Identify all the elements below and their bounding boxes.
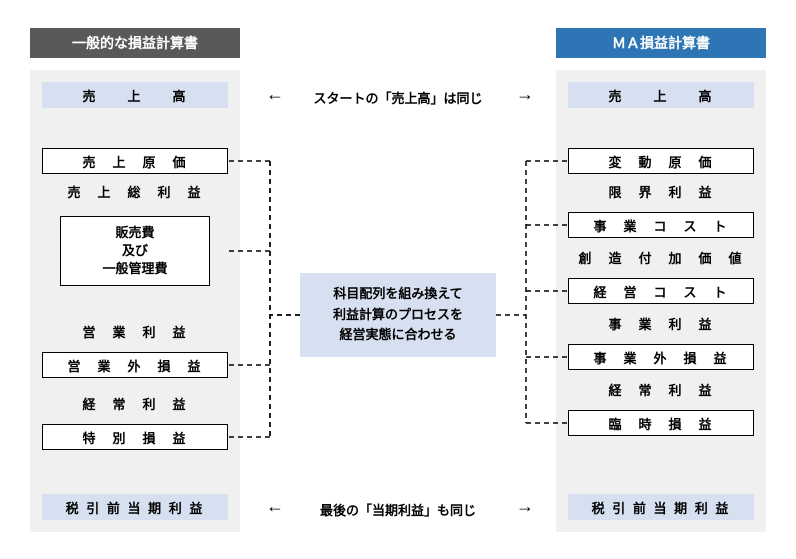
left-row-5: 営 業 外 損 益 — [42, 352, 228, 378]
left-row-4: 営 業 利 益 — [42, 318, 228, 344]
right-row-2: 限 界 利 益 — [568, 178, 754, 204]
title-left: 一般的な損益計算書 — [30, 28, 240, 58]
right-row-9: 臨 時 損 益 — [568, 410, 754, 436]
arrow-left-icon: ← — [266, 496, 284, 517]
arrow-left-icon: ← — [266, 84, 284, 105]
left-column: 売 上 高売 上 原 価売 上 総 利 益販売費及び一般管理費営 業 利 益営 … — [30, 70, 240, 532]
right-row-10: 税 引 前 当 期 利 益 — [568, 494, 754, 520]
left-row-6: 経 常 利 益 — [42, 390, 228, 416]
left-row-0: 売 上 高 — [42, 82, 228, 108]
center-l2: 利益計算のプロセスを — [333, 305, 463, 326]
bigbox-line: 一般管理費 — [102, 260, 167, 278]
bigbox-line: 販売費 — [115, 224, 154, 242]
right-row-1: 変 動 原 価 — [568, 148, 754, 174]
right-row-5: 経 営 コ ス ト — [568, 278, 754, 304]
annot-bottom: 最後の「当期利益」も同じ — [300, 500, 496, 519]
left-row-1: 売 上 原 価 — [42, 148, 228, 174]
right-row-4: 創 造 付 加 価 値 — [568, 244, 754, 270]
center-box: 科目配列を組み換えて 利益計算のプロセスを 経営実態に合わせる — [300, 273, 496, 357]
right-row-0: 売 上 高 — [568, 82, 754, 108]
bigbox-line: 及び — [122, 242, 148, 260]
left-row-7: 特 別 損 益 — [42, 424, 228, 450]
arrow-right-icon: → — [516, 84, 534, 105]
right-row-6: 事 業 利 益 — [568, 310, 754, 336]
center-l1: 科目配列を組み換えて — [333, 284, 462, 305]
right-column: 売 上 高変 動 原 価限 界 利 益事 業 コ ス ト創 造 付 加 価 値経… — [556, 70, 766, 532]
left-row-8: 税 引 前 当 期 利 益 — [42, 494, 228, 520]
left-bigbox: 販売費及び一般管理費 — [60, 216, 210, 286]
arrow-right-icon: → — [516, 496, 534, 517]
left-row-2: 売 上 総 利 益 — [42, 178, 228, 204]
center-l3: 経営実態に合わせる — [339, 325, 456, 346]
right-row-7: 事 業 外 損 益 — [568, 344, 754, 370]
annot-top: スタートの「売上高」は同じ — [300, 88, 496, 107]
right-row-3: 事 業 コ ス ト — [568, 212, 754, 238]
right-row-8: 経 常 利 益 — [568, 376, 754, 402]
title-right: ＭＡ損益計算書 — [556, 28, 766, 58]
